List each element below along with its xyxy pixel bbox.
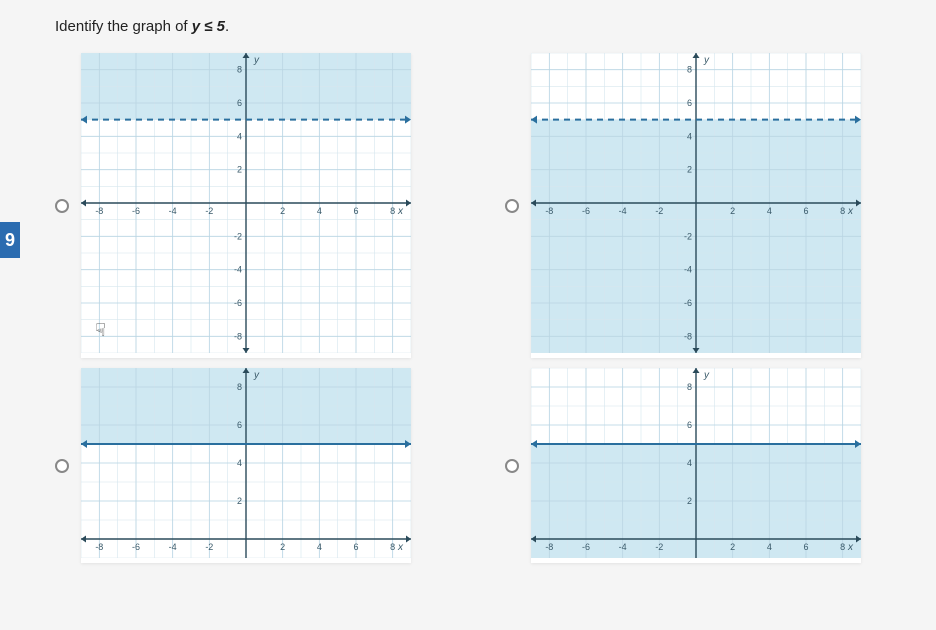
svg-text:y: y [253,55,260,66]
svg-text:-6: -6 [582,542,590,552]
radio-c[interactable] [55,459,69,473]
svg-text:4: 4 [317,206,322,216]
svg-text:x: x [847,542,854,553]
chart-a: -8 -6 -4 -2 2 4 6 8 -8 -6 -4 -2 2 4 6 8 y x [81,53,411,358]
svg-text:8: 8 [840,542,845,552]
svg-text:-8: -8 [545,206,553,216]
svg-text:-2: -2 [234,231,242,241]
answer-option-d[interactable]: -8 -6 -4 -2 2 4 6 8 2 4 6 8 y x [505,368,925,563]
svg-text:8: 8 [840,206,845,216]
prompt-suffix: . [225,18,229,35]
svg-text:2: 2 [730,206,735,216]
radio-a[interactable] [55,199,69,213]
svg-text:-6: -6 [582,206,590,216]
svg-text:2: 2 [280,206,285,216]
question-content: Identify the graph of y ≤ 5. -8 -6 -4 -2 2 4 6… [0,0,936,563]
svg-text:-4: -4 [169,542,177,552]
svg-text:-8: -8 [545,542,553,552]
svg-text:2: 2 [280,542,285,552]
chart-c: -8 -6 -4 -2 2 4 6 8 2 4 6 8 y x [81,368,411,563]
radio-b[interactable] [505,199,519,213]
svg-text:4: 4 [687,458,692,468]
svg-text:-4: -4 [169,206,177,216]
svg-text:-2: -2 [205,542,213,552]
svg-text:-4: -4 [619,206,627,216]
answer-grid: -8-6-4-22468-8-6-4-22468yx -8-6-4-22468-… [55,53,906,563]
svg-text:x: x [397,542,404,553]
svg-text:-8: -8 [234,331,242,341]
svg-text:6: 6 [353,542,358,552]
answer-option-a[interactable]: -8 -6 -4 -2 2 4 6 8 -8 -6 -4 -2 2 4 6 8 y x [55,53,475,358]
question-number-badge: 9 [0,222,20,258]
svg-text:-6: -6 [132,206,140,216]
svg-text:4: 4 [317,542,322,552]
svg-text:4: 4 [767,542,772,552]
question-number: 9 [5,230,15,251]
svg-text:-2: -2 [655,206,663,216]
svg-text:4: 4 [687,131,692,141]
svg-text:2: 2 [687,165,692,175]
chart-b: -8 -6 -4 -2 2 4 6 8 -8 -6 -4 -2 2 4 6 8 y x [531,53,861,358]
svg-text:-4: -4 [619,542,627,552]
svg-text:4: 4 [237,458,242,468]
svg-text:2: 2 [687,496,692,506]
svg-text:8: 8 [390,542,395,552]
svg-text:4: 4 [237,131,242,141]
svg-text:-8: -8 [95,542,103,552]
svg-text:6: 6 [803,206,808,216]
svg-text:8: 8 [687,382,692,392]
svg-text:-6: -6 [132,542,140,552]
svg-text:6: 6 [237,420,242,430]
svg-text:-2: -2 [655,542,663,552]
svg-text:-8: -8 [684,331,692,341]
svg-text:-6: -6 [234,298,242,308]
svg-text:-4: -4 [234,265,242,275]
svg-text:4: 4 [767,206,772,216]
prompt-math: y ≤ 5 [192,18,225,35]
answer-option-b[interactable]: -8 -6 -4 -2 2 4 6 8 -8 -6 -4 -2 2 4 6 8 y x [505,53,925,358]
svg-text:2: 2 [730,542,735,552]
svg-text:y: y [703,370,710,381]
answer-option-c[interactable]: -8 -6 -4 -2 2 4 6 8 2 4 6 8 y x [55,368,475,563]
question-prompt: Identify the graph of y ≤ 5. [55,18,906,35]
prompt-prefix: Identify the graph of [55,18,192,35]
svg-text:x: x [397,206,404,217]
svg-text:8: 8 [237,382,242,392]
svg-text:6: 6 [803,542,808,552]
svg-text:-6: -6 [684,298,692,308]
svg-text:2: 2 [237,165,242,175]
svg-text:y: y [253,370,260,381]
svg-text:6: 6 [687,98,692,108]
svg-text:-4: -4 [684,265,692,275]
svg-text:6: 6 [687,420,692,430]
svg-text:8: 8 [237,65,242,75]
svg-text:-8: -8 [95,206,103,216]
svg-text:-2: -2 [684,231,692,241]
svg-text:-2: -2 [205,206,213,216]
svg-text:x: x [847,206,854,217]
radio-d[interactable] [505,459,519,473]
svg-text:6: 6 [353,206,358,216]
svg-text:y: y [703,55,710,66]
svg-text:6: 6 [237,98,242,108]
svg-text:8: 8 [390,206,395,216]
svg-text:2: 2 [237,496,242,506]
svg-text:8: 8 [687,65,692,75]
chart-d: -8 -6 -4 -2 2 4 6 8 2 4 6 8 y x [531,368,861,563]
